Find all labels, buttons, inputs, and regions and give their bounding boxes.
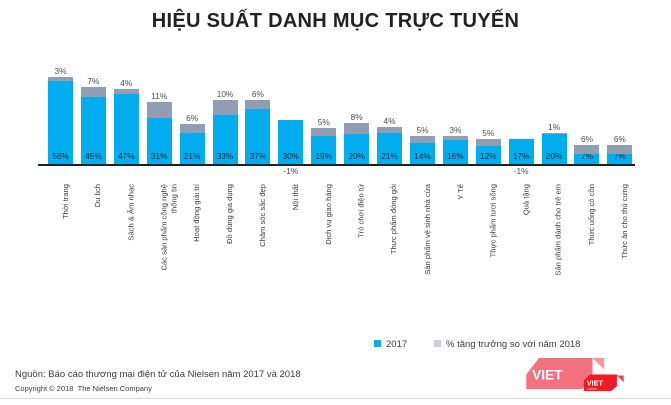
svg-text:Insider: Insider: [587, 387, 598, 391]
svg-text:VIET: VIET: [532, 367, 563, 382]
